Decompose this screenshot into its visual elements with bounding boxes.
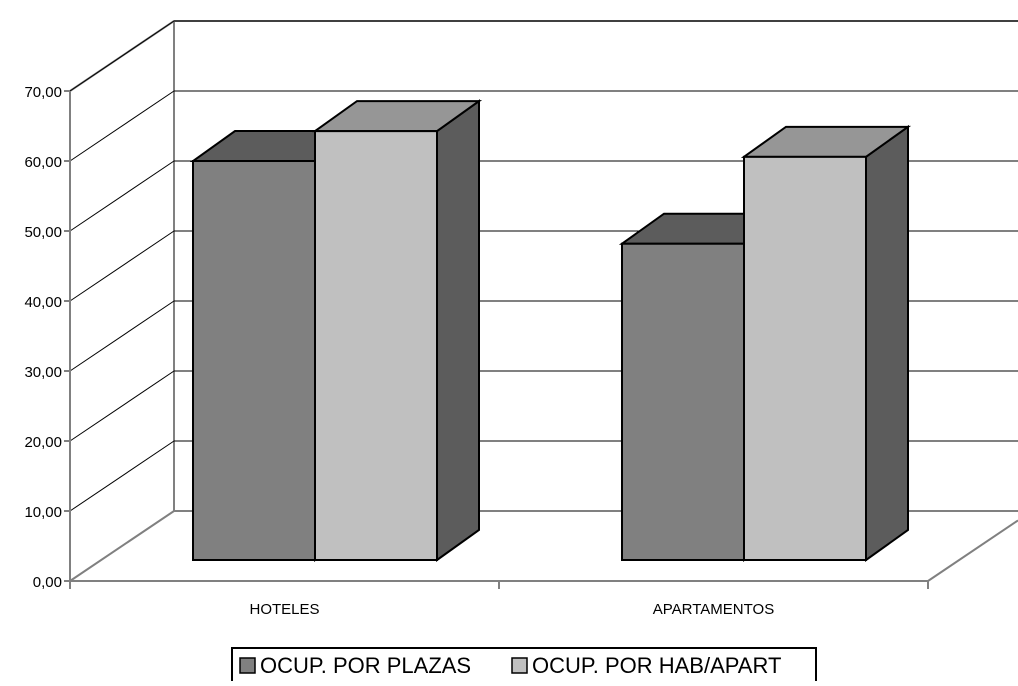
- y-tick-label: 0,00: [33, 574, 62, 591]
- bar-side: [436, 99, 480, 562]
- y-tick-label: 20,00: [24, 434, 62, 451]
- floor-right-edge: [927, 519, 1018, 582]
- gridline-side: [69, 230, 175, 302]
- bar-front: [621, 242, 745, 562]
- x-tick-label: APARTAMENTOS: [653, 601, 774, 618]
- gridline-side: [69, 300, 175, 372]
- y-tick-label: 60,00: [24, 154, 62, 171]
- legend-label: OCUP. POR HAB/APART: [532, 653, 781, 678]
- legend-swatch: [239, 657, 256, 674]
- y-tick-label: 70,00: [24, 84, 62, 101]
- bar-front: [192, 160, 316, 561]
- legend: OCUP. POR PLAZAS OCUP. POR HAB/APART: [231, 647, 817, 683]
- bar-front: [314, 130, 438, 562]
- y-tick-label: 30,00: [24, 364, 62, 381]
- y-tick-label: 10,00: [24, 504, 62, 521]
- gridline-side: [69, 370, 175, 442]
- gridline-side: [69, 160, 175, 232]
- y-tick-label: 50,00: [24, 224, 62, 241]
- legend-label: OCUP. POR PLAZAS: [260, 653, 471, 678]
- bar: [311, 99, 483, 562]
- back-wall-top-edge: [69, 20, 1018, 92]
- x-tick-label: HOTELES: [249, 601, 319, 618]
- bar-front: [743, 155, 867, 561]
- bar: [740, 124, 912, 562]
- y-tick-label: 40,00: [24, 294, 62, 311]
- legend-swatch: [511, 657, 528, 674]
- bar-side: [865, 124, 909, 562]
- axes: 0,00 10,00 20,00 30,00 40,00 50,00 60,00 70,00 H…: [24, 84, 929, 618]
- gridline-side: [69, 440, 175, 512]
- gridline-side: [69, 20, 175, 92]
- gridline-side: [69, 90, 175, 162]
- bars: [189, 99, 912, 562]
